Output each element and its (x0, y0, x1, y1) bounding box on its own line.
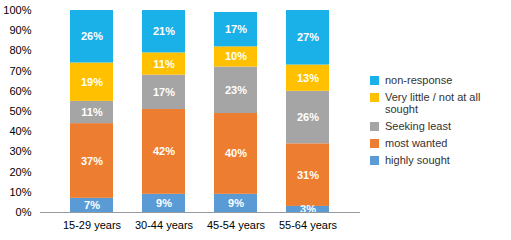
svg-text:45-54 years: 45-54 years (207, 219, 266, 231)
svg-text:70%: 70% (9, 65, 31, 77)
svg-text:90%: 90% (9, 24, 31, 36)
svg-text:60%: 60% (9, 85, 31, 97)
html-text:most wanted: most wanted (385, 137, 448, 149)
html-text:non-response: non-response (385, 74, 453, 86)
svg-text:26%: 26% (81, 30, 103, 42)
svg-text:100%: 100% (3, 4, 31, 16)
html-text:highly sought: highly sought (385, 154, 450, 166)
html-text:Seeking least: Seeking least (385, 120, 451, 132)
svg-text:15-29 years: 15-29 years (63, 219, 122, 231)
svg-text:19%: 19% (81, 76, 103, 88)
svg-text:31%: 31% (297, 169, 319, 181)
svg-text:80%: 80% (9, 44, 31, 56)
svg-text:27%: 27% (297, 31, 319, 43)
svg-text:9%: 9% (156, 197, 172, 209)
svg-text:50%: 50% (9, 105, 31, 117)
svg-text:10%: 10% (9, 186, 31, 198)
svg-text:20%: 20% (9, 166, 31, 178)
svg-text:21%: 21% (153, 25, 175, 37)
svg-text:40%: 40% (9, 125, 31, 137)
svg-text:3%: 3% (300, 203, 316, 215)
svg-text:30-44 years: 30-44 years (135, 219, 194, 231)
svg-text:7%: 7% (84, 199, 100, 211)
svg-text:11%: 11% (81, 106, 103, 118)
svg-text:13%: 13% (297, 72, 319, 84)
svg-text:42%: 42% (153, 145, 175, 157)
svg-text:10%: 10% (225, 50, 247, 62)
svg-text:30%: 30% (9, 145, 31, 157)
svg-text:0%: 0% (16, 206, 32, 218)
svg-text:37%: 37% (81, 155, 103, 167)
html-text:Very little / not at all sough: Very little / not at all sought (385, 91, 481, 115)
svg-text:17%: 17% (153, 86, 175, 98)
svg-text:17%: 17% (225, 23, 247, 35)
svg-text:40%: 40% (225, 147, 247, 159)
svg-text:9%: 9% (228, 197, 244, 209)
svg-text:23%: 23% (225, 84, 247, 96)
svg-text:26%: 26% (297, 111, 319, 123)
svg-text:55-64 years: 55-64 years (279, 219, 338, 231)
svg-text:11%: 11% (153, 58, 175, 70)
